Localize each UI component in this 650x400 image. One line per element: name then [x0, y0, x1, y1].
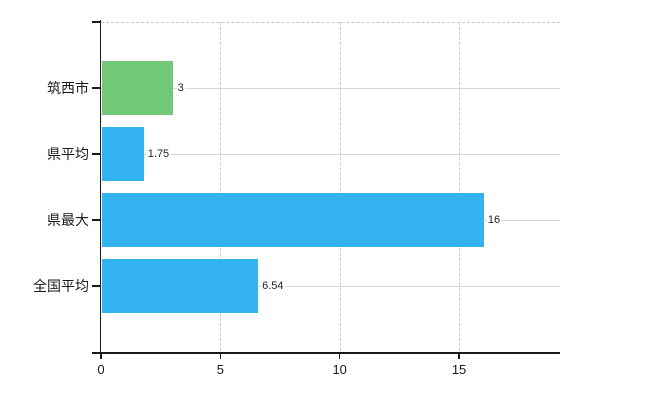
x-tick-label: 10 — [332, 362, 347, 377]
x-axis-tick — [458, 352, 460, 359]
value-label: 6.54 — [261, 279, 285, 293]
bar — [101, 193, 484, 247]
y-axis-tick — [91, 21, 100, 23]
bar — [101, 61, 174, 115]
value-label: 16 — [486, 213, 502, 227]
gridline-vertical — [459, 22, 461, 351]
y-axis-tick — [91, 219, 100, 221]
gridline-horizontal — [101, 87, 560, 89]
y-axis-tick — [91, 153, 100, 155]
category-label: 県最大 — [47, 212, 89, 228]
plot-top-border — [101, 22, 560, 23]
y-axis-tick — [91, 87, 100, 89]
value-label: 3 — [176, 81, 185, 95]
category-label: 筑西市 — [47, 80, 89, 96]
category-label: 県平均 — [47, 146, 89, 162]
y-axis-line — [99, 20, 101, 352]
x-axis-tick — [338, 352, 341, 359]
x-axis-tick — [100, 352, 102, 359]
category-label: 全国平均 — [33, 278, 89, 294]
x-tick-label: 0 — [97, 362, 105, 377]
x-axis-tick — [219, 352, 222, 359]
x-axis-line — [91, 352, 560, 354]
bar — [101, 127, 144, 181]
bar — [101, 259, 258, 313]
value-label: 1.75 — [146, 147, 171, 161]
gridline-horizontal — [101, 285, 560, 287]
gridline-horizontal — [101, 153, 560, 155]
y-axis-tick — [91, 285, 100, 287]
gridline-vertical — [339, 22, 341, 351]
x-tick-label: 15 — [451, 362, 467, 377]
gridline-vertical — [220, 22, 222, 351]
x-tick-label: 5 — [216, 362, 224, 377]
